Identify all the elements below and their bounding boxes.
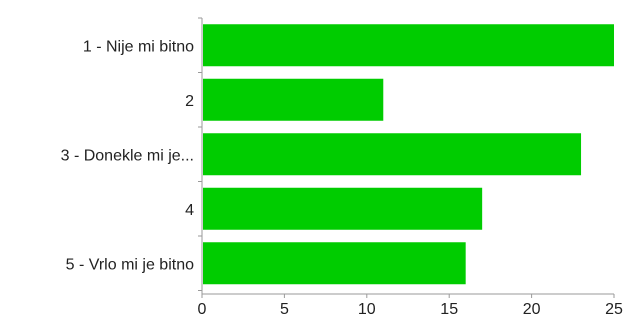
category-label-4: 4	[185, 202, 194, 219]
x-tick-label-10: 10	[358, 301, 376, 318]
bar-1	[203, 24, 614, 67]
x-tick-label-20: 20	[523, 301, 541, 318]
labels-layer: 1 - Nije mi bitno 2 3 - Donekle mi je... 4 5…	[61, 38, 623, 318]
bars-layer	[203, 24, 614, 285]
category-label-3-donekle-mi-je: 3 - Donekle mi je...	[61, 147, 194, 164]
category-label-1-nije-mi-bitno: 1 - Nije mi bitno	[83, 38, 194, 55]
category-label-2: 2	[185, 93, 194, 110]
x-tick-label-15: 15	[440, 301, 458, 318]
x-tick-label-0: 0	[198, 301, 207, 318]
x-tick-label-5: 5	[280, 301, 289, 318]
category-label-5-vrlo-mi-je-bitno: 5 - Vrlo mi je bitno	[66, 256, 194, 273]
bar-5	[203, 242, 466, 285]
bar-2	[203, 78, 384, 121]
x-tick-label-25: 25	[605, 301, 623, 318]
bar-3	[203, 133, 582, 176]
axis-layer	[198, 17, 615, 298]
bar-4	[203, 187, 483, 230]
